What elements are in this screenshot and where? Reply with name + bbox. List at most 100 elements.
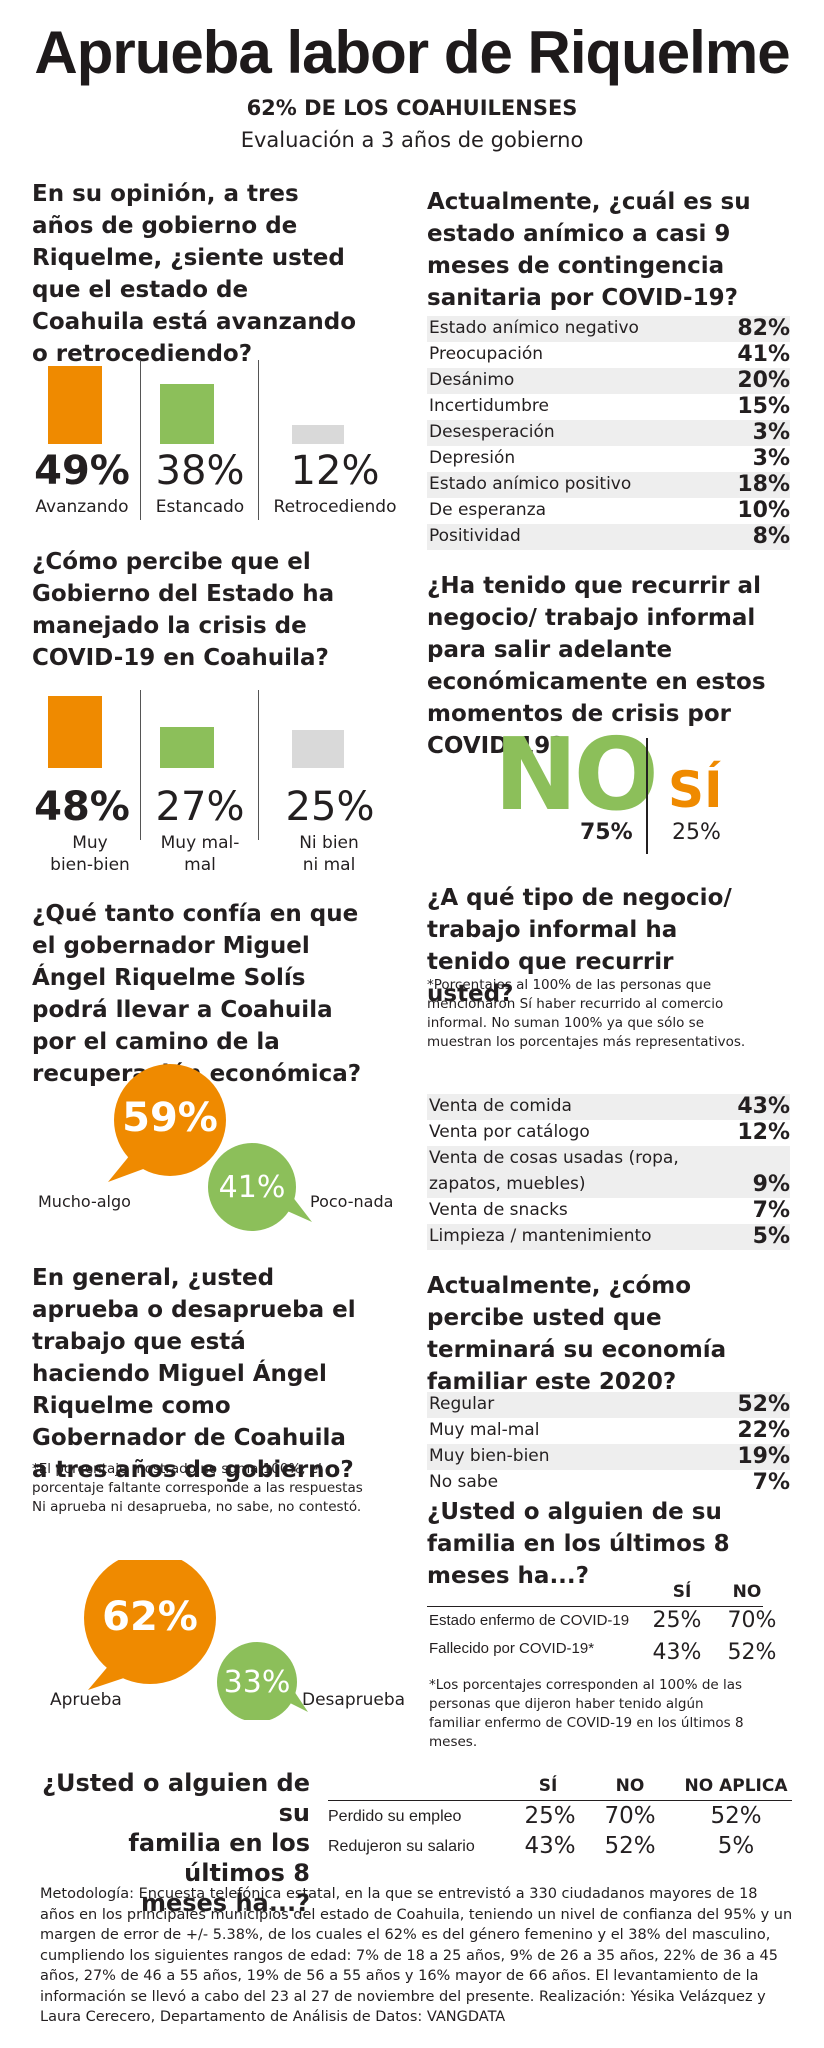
q6-no-label: NO: [494, 716, 659, 833]
q2-category-label-1: Muy mal-mal: [160, 833, 240, 875]
q7-row-label: Venta de snacks: [429, 1200, 568, 1220]
q5-row-value: 41%: [737, 342, 790, 367]
q7-row-label: Limpieza / mantenimiento: [429, 1226, 652, 1246]
methodology-text: Metodología: Encuesta telefónica estatal…: [40, 1886, 793, 2025]
q5-row-value: 10%: [737, 498, 790, 523]
q2-value-label-1: 27%: [155, 784, 245, 830]
q7-row-label: Venta de cosas usadas (ropa,: [429, 1148, 679, 1168]
q5-row-label: Estado anímico positivo: [429, 474, 632, 494]
q3-value-label-0: 59%: [122, 1095, 218, 1141]
q8-question: Actualmente, ¿cómo percibe usted que ter…: [427, 1273, 727, 1395]
q10-row-label-1: Redujeron su salario: [328, 1838, 475, 1855]
q2-bar-2: [292, 730, 344, 768]
q8-row-3: No sabe 7%: [427, 1470, 790, 1496]
q2-divider-2: [258, 690, 259, 840]
q10-question-line-2: familia en los últimos 8: [128, 1829, 310, 1887]
q7-row-value: 12%: [737, 1120, 790, 1145]
q5-row-value: 8%: [752, 524, 790, 549]
page-title: Aprueba labor de Riquelme: [34, 19, 790, 86]
q1-bar-0: [48, 366, 102, 444]
q8-row-1: Muy mal-mal 22%: [427, 1418, 790, 1444]
q8-row-label: Regular: [429, 1394, 495, 1414]
q7-row-value: 9%: [752, 1172, 790, 1197]
q5-row-3: Incertidumbre 15%: [427, 394, 790, 420]
page-subtitle-2: Evaluación a 3 años de gobierno: [240, 128, 584, 152]
q7-question: ¿A qué tipo de negocio/ trabajo informal…: [427, 885, 732, 1007]
q4-category-label-1: Desaprueba: [302, 1690, 406, 1710]
q8-row-0: Regular 52%: [427, 1392, 790, 1418]
q3-bubble-1-tail: [285, 1196, 312, 1222]
q9-header-rule: [427, 1606, 763, 1607]
q1-question: En su opinión, a tres años de gobierno d…: [32, 181, 357, 367]
q5-row-2: Desánimo 20%: [427, 368, 790, 394]
q4-question: En general, ¿usted aprueba o desaprueba …: [32, 1265, 356, 1483]
q2-question: ¿Cómo percibe que el Gobierno del Estado…: [32, 549, 335, 671]
q5-row-label: De esperanza: [429, 500, 547, 520]
q9-row-label-1: Fallecido por COVID-19*: [429, 1640, 595, 1657]
q4-bubble-0: [84, 1560, 216, 1684]
q9-col-no: NO: [732, 1582, 762, 1602]
q7-row-value: 7%: [752, 1198, 790, 1223]
q10-question: ¿Usted o alguien de su familia en los úl…: [40, 1768, 310, 1918]
q1-category-label-0: Avanzando: [35, 497, 129, 517]
q5-row-1: Preocupación 41%: [427, 342, 790, 368]
q10-row-label-0: Perdido su empleo: [328, 1808, 462, 1825]
q7-row-label-cont: zapatos, muebles): [429, 1174, 586, 1194]
q10-col-si: SÍ: [538, 1776, 558, 1796]
q5-row-label: Preocupación: [429, 344, 544, 364]
q9-cell-0-1: 70%: [727, 1608, 777, 1633]
q4-value-label-1: 33%: [223, 1665, 291, 1700]
q1-divider-1: [140, 360, 141, 520]
q8-row-label: No sabe: [429, 1472, 499, 1492]
q7-note: *Porcentajes al 100% de las personas que…: [427, 977, 746, 1050]
q3-bubble-0-tail: [108, 1155, 146, 1182]
q7-row-0: Venta de comida 43%: [427, 1094, 790, 1120]
q5-row-6: Estado anímico positivo 18%: [427, 472, 790, 498]
q9-col-si: SÍ: [672, 1582, 692, 1602]
q3-bubble-0: [114, 1064, 226, 1176]
q10-cell-0-0: 25%: [524, 1803, 576, 1829]
q1-category-label-1: Estancado: [155, 497, 245, 517]
q9-cell-1-1: 52%: [727, 1640, 777, 1665]
q7-row-label: Venta por catálogo: [429, 1122, 590, 1142]
q4-bubble-1: [217, 1642, 297, 1720]
q10-cell-0-2: 52%: [710, 1803, 762, 1829]
q7-row-value: 43%: [737, 1094, 790, 1119]
q2-category-label-0: Muy bien-bien: [50, 833, 130, 875]
q5-row-value: 15%: [737, 394, 790, 419]
q10-cell-0-1: 70%: [604, 1803, 656, 1829]
q9-question: ¿Usted o alguien de su familia en los úl…: [427, 1499, 730, 1589]
q5-row-value: 18%: [737, 472, 790, 497]
q3-category-label-0: Mucho-algo: [38, 1192, 131, 1211]
q1-bar-1: [160, 384, 214, 444]
q6-si-label: SÍ: [668, 761, 723, 819]
q10-col-no: NO: [615, 1776, 645, 1796]
q3-category-label-1: Poco-nada: [310, 1192, 394, 1211]
q9-cell-1-0: 43%: [652, 1640, 702, 1665]
q8-row-value: 22%: [737, 1418, 790, 1443]
q1-divider-2: [258, 360, 259, 520]
q4-category-label-0: Aprueba: [50, 1690, 122, 1710]
q9-note: *Los porcentajes corresponden al 100% de…: [429, 1677, 744, 1750]
q8-row-label: Muy mal-mal: [429, 1420, 540, 1440]
q5-row-value: 20%: [737, 368, 790, 393]
q3-bubble-1: [208, 1143, 296, 1231]
q10-question-line-1: ¿Usted o alguien de su: [42, 1769, 310, 1827]
q10-cell-1-0: 43%: [524, 1833, 576, 1859]
q5-row-label: Positividad: [429, 526, 521, 546]
q10-header-rule: [328, 1800, 792, 1801]
q5-row-label: Estado anímico negativo: [429, 318, 639, 338]
q5-row-0: Estado anímico negativo 82%: [427, 316, 790, 342]
q5-row-4: Desesperación 3%: [427, 420, 790, 446]
q4-note: *El porcentaje mostrado no suma 100%, el…: [32, 1461, 363, 1515]
q5-row-value: 3%: [752, 446, 790, 471]
q1-category-label-2: Retrocediendo: [273, 497, 397, 517]
q1-value-label-1: 38%: [155, 448, 245, 494]
q9-row-label-0: Estado enfermo de COVID-19: [429, 1612, 630, 1629]
q6-value-label-1: 25%: [672, 820, 721, 845]
q5-row-label: Incertidumbre: [429, 396, 549, 416]
q5-row-label: Desánimo: [429, 370, 515, 390]
q8-row-label: Muy bien-bien: [429, 1446, 550, 1466]
q6-value-label-0: 75%: [580, 820, 633, 845]
q1-bar-2: [292, 425, 344, 444]
